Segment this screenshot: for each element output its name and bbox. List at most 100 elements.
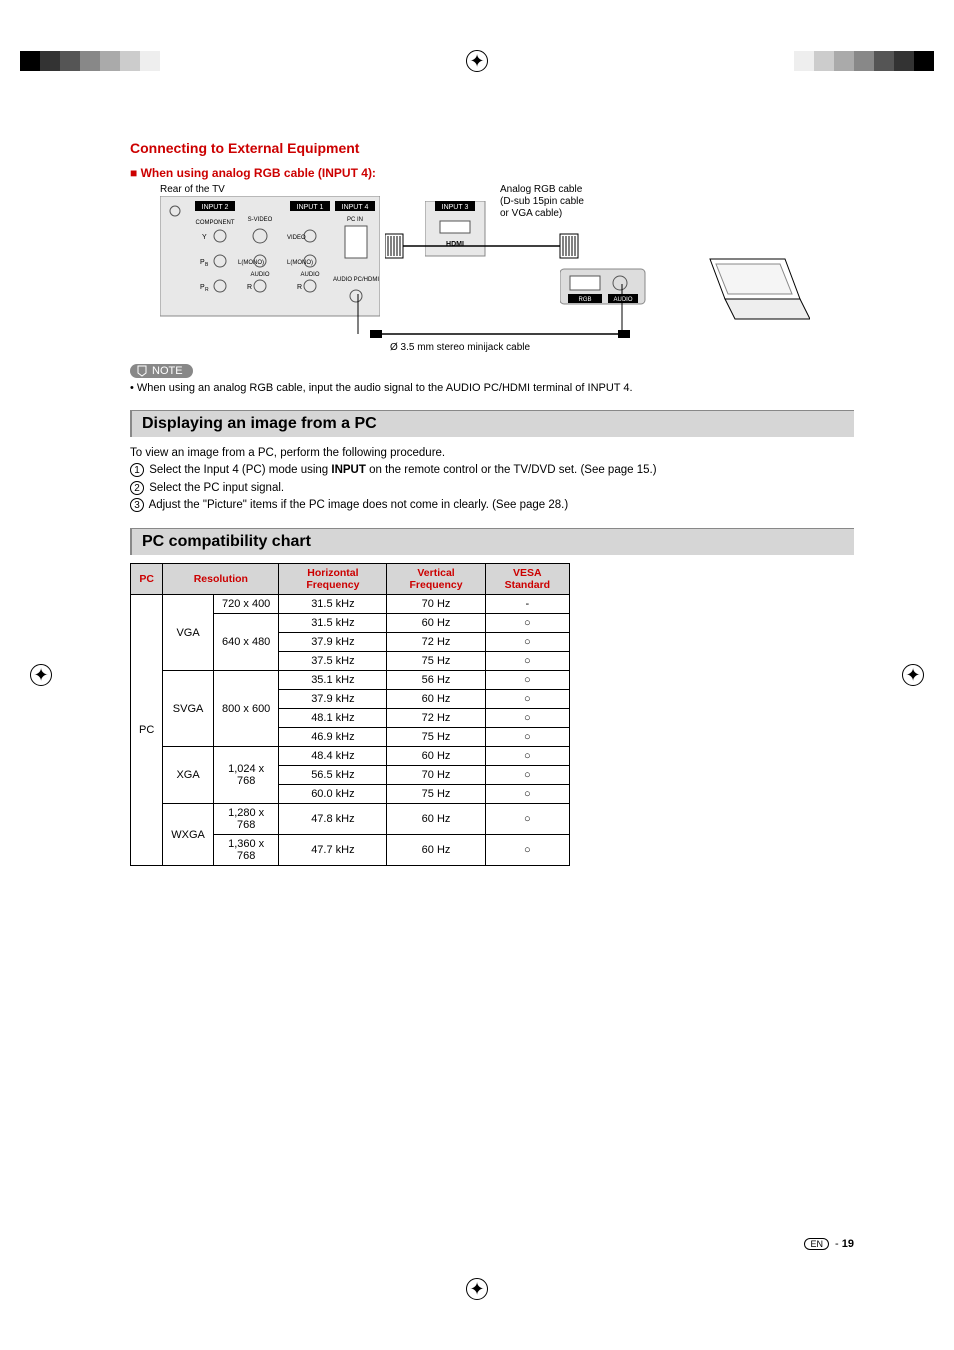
cell-group: SVGA bbox=[163, 671, 214, 747]
cell-h: 47.8 kHz bbox=[279, 804, 387, 835]
svg-text:PC IN: PC IN bbox=[347, 217, 363, 223]
cell-vesa: ○ bbox=[485, 747, 569, 766]
svg-text:R: R bbox=[205, 287, 209, 293]
cell-v: 60 Hz bbox=[387, 835, 485, 866]
step-1a: Select the Input 4 (PC) mode using bbox=[149, 464, 331, 476]
col-resolution: Resolution bbox=[163, 564, 279, 595]
note-text: • When using an analog RGB cable, input … bbox=[130, 382, 854, 394]
cell-resolution: 720 x 400 bbox=[213, 595, 278, 614]
svg-text:INPUT 3: INPUT 3 bbox=[442, 204, 469, 211]
step-1-marker: 1 bbox=[130, 463, 144, 477]
cell-h: 37.5 kHz bbox=[279, 652, 387, 671]
cell-resolution: 1,280 x 768 bbox=[213, 804, 278, 835]
table-header-row: PC Resolution Horizontal Frequency Verti… bbox=[131, 564, 570, 595]
laptop-icon bbox=[690, 254, 810, 334]
cell-v: 75 Hz bbox=[387, 728, 485, 747]
cell-h: 31.5 kHz bbox=[279, 595, 387, 614]
color-bar-left bbox=[20, 51, 180, 71]
svg-text:L(MONO): L(MONO) bbox=[238, 260, 264, 266]
registration-mark-icon: ✦ bbox=[466, 1278, 488, 1300]
cell-group: WXGA bbox=[163, 804, 214, 866]
cell-h: 35.1 kHz bbox=[279, 671, 387, 690]
step-3: Adjust the "Picture" items if the PC ima… bbox=[149, 499, 569, 511]
compat-table: PC Resolution Horizontal Frequency Verti… bbox=[130, 563, 570, 866]
cell-v: 60 Hz bbox=[387, 804, 485, 835]
cell-vesa: ○ bbox=[485, 690, 569, 709]
table-row: SVGA800 x 60035.1 kHz56 Hz○ bbox=[131, 671, 570, 690]
tv-rear-panel-icon: INPUT 2 INPUT 1 INPUT 4 COMPONENT S-VIDE… bbox=[160, 196, 380, 326]
cell-v: 72 Hz bbox=[387, 633, 485, 652]
svg-text:RGB: RGB bbox=[578, 297, 591, 303]
svg-text:L(MONO): L(MONO) bbox=[287, 260, 313, 266]
svg-text:INPUT 4: INPUT 4 bbox=[342, 204, 369, 211]
cell-v: 72 Hz bbox=[387, 709, 485, 728]
cell-v: 75 Hz bbox=[387, 785, 485, 804]
registration-marks-bottom: ✦ bbox=[0, 1278, 954, 1300]
page-lang: EN bbox=[804, 1238, 829, 1250]
cell-resolution: 640 x 480 bbox=[213, 614, 278, 671]
step-2: Select the PC input signal. bbox=[149, 482, 284, 494]
col-vfreq: Vertical Frequency bbox=[387, 564, 485, 595]
display-pc-body: To view an image from a PC, perform the … bbox=[130, 445, 854, 514]
cell-resolution: 1,024 x 768 bbox=[213, 747, 278, 804]
cell-group: XGA bbox=[163, 747, 214, 804]
table-row: WXGA1,280 x 76847.8 kHz60 Hz○ bbox=[131, 804, 570, 835]
vga-cable-icon bbox=[385, 224, 585, 284]
cell-vesa: - bbox=[485, 595, 569, 614]
cell-h: 60.0 kHz bbox=[279, 785, 387, 804]
note-badge: NOTE bbox=[130, 364, 193, 378]
cell-v: 60 Hz bbox=[387, 614, 485, 633]
col-hfreq: Horizontal Frequency bbox=[279, 564, 387, 595]
section-title: Connecting to External Equipment bbox=[130, 140, 854, 156]
svg-text:VIDEO: VIDEO bbox=[287, 235, 306, 241]
step-1c: on the remote control or the TV/DVD set.… bbox=[366, 464, 657, 476]
diagram-cable-label: Analog RGB cable (D-sub 15pin cable or V… bbox=[500, 184, 584, 220]
cell-v: 56 Hz bbox=[387, 671, 485, 690]
cell-v: 75 Hz bbox=[387, 652, 485, 671]
cell-vesa: ○ bbox=[485, 614, 569, 633]
note-label: NOTE bbox=[152, 365, 183, 377]
page-content: Connecting to External Equipment ■ When … bbox=[130, 140, 854, 1250]
registration-mark-icon: ✦ bbox=[466, 50, 488, 72]
registration-marks-top: ✦ bbox=[0, 50, 954, 72]
cell-v: 70 Hz bbox=[387, 595, 485, 614]
cell-vesa: ○ bbox=[485, 785, 569, 804]
cell-h: 48.1 kHz bbox=[279, 709, 387, 728]
diagram-rear-label: Rear of the TV bbox=[160, 184, 225, 195]
compat-heading: PC compatibility chart bbox=[130, 528, 854, 555]
cell-h: 56.5 kHz bbox=[279, 766, 387, 785]
note-icon bbox=[136, 365, 148, 377]
cell-v: 60 Hz bbox=[387, 747, 485, 766]
svg-text:S-VIDEO: S-VIDEO bbox=[248, 217, 273, 223]
display-pc-heading: Displaying an image from a PC bbox=[130, 410, 854, 437]
cell-vesa: ○ bbox=[485, 728, 569, 747]
display-intro: To view an image from a PC, perform the … bbox=[130, 447, 445, 459]
cell-h: 48.4 kHz bbox=[279, 747, 387, 766]
table-row: PCVGA720 x 40031.5 kHz70 Hz- bbox=[131, 595, 570, 614]
cell-vesa: ○ bbox=[485, 804, 569, 835]
wire-icon bbox=[353, 294, 363, 334]
svg-text:INPUT 2: INPUT 2 bbox=[202, 204, 229, 211]
registration-mark-left: ✦ bbox=[30, 664, 52, 686]
cell-h: 37.9 kHz bbox=[279, 633, 387, 652]
cell-resolution: 1,360 x 768 bbox=[213, 835, 278, 866]
page-number: EN - 19 bbox=[804, 1238, 854, 1250]
connection-diagram: Rear of the TV INPUT 2 INPUT 1 INPUT 4 C… bbox=[130, 184, 854, 354]
cell-vesa: ○ bbox=[485, 766, 569, 785]
step-3-marker: 3 bbox=[130, 498, 144, 512]
minijack-cable-icon bbox=[370, 324, 630, 344]
svg-text:Y: Y bbox=[202, 234, 207, 241]
wire-icon bbox=[617, 284, 627, 334]
step-1-input: INPUT bbox=[331, 464, 366, 476]
cell-resolution: 800 x 600 bbox=[213, 671, 278, 747]
cell-h: 31.5 kHz bbox=[279, 614, 387, 633]
col-pc: PC bbox=[131, 564, 163, 595]
diagram-minijack-label: Ø 3.5 mm stereo minijack cable bbox=[390, 342, 530, 353]
registration-mark-right: ✦ bbox=[902, 664, 924, 686]
col-vesa: VESA Standard bbox=[485, 564, 569, 595]
cell-vesa: ○ bbox=[485, 835, 569, 866]
page-num-value: 19 bbox=[842, 1238, 854, 1250]
cell-vesa: ○ bbox=[485, 633, 569, 652]
cell-vesa: ○ bbox=[485, 652, 569, 671]
svg-text:AUDIO: AUDIO bbox=[250, 272, 269, 278]
